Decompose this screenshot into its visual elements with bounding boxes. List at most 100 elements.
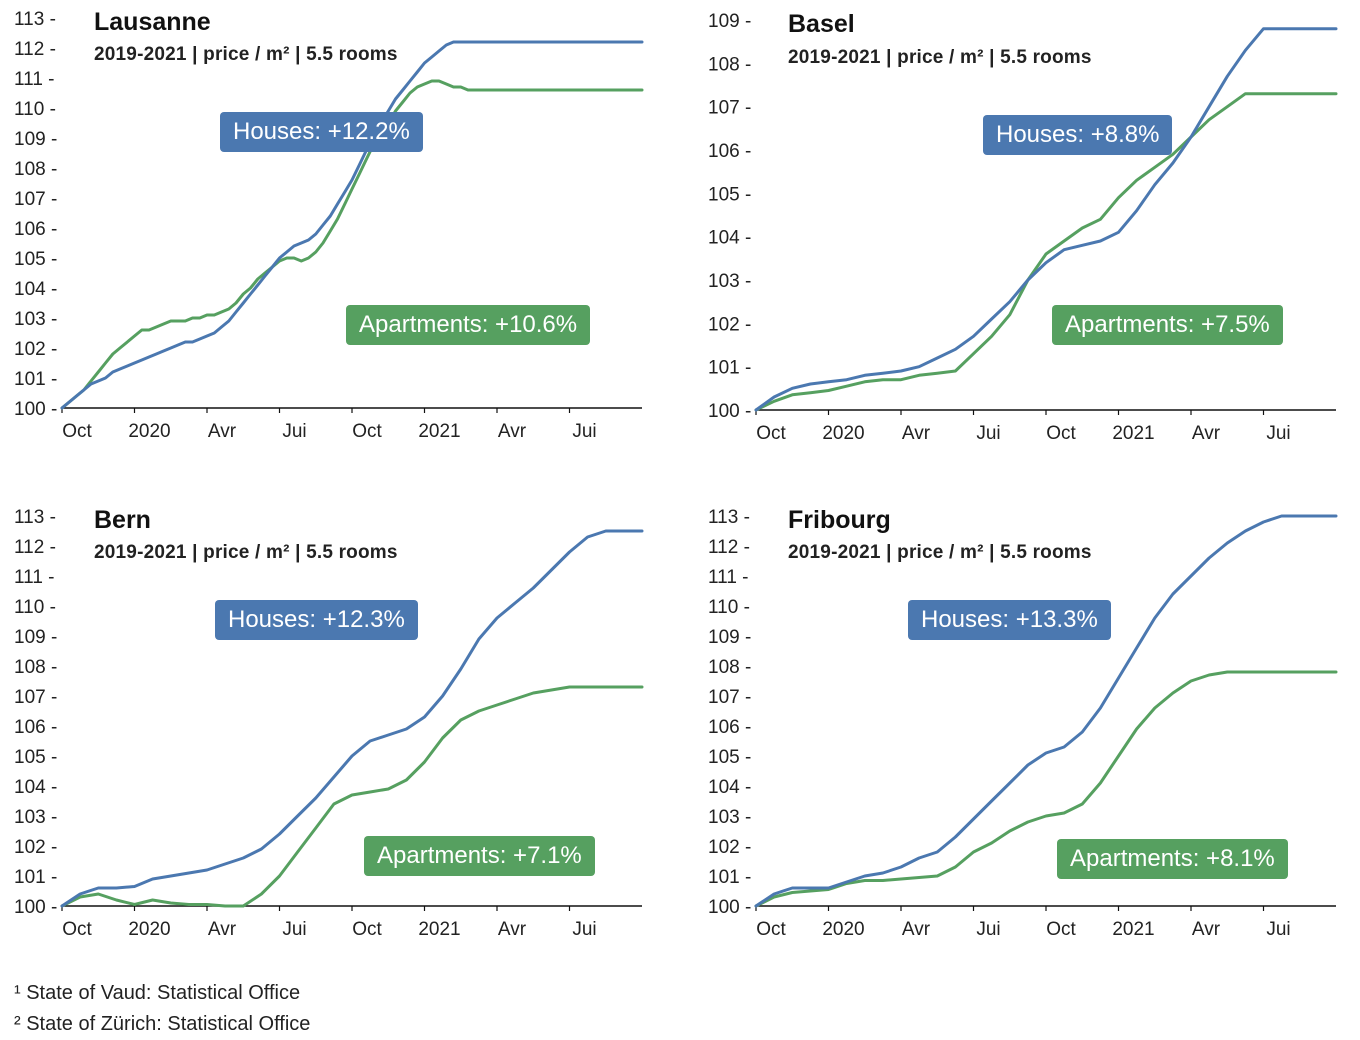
y-tick-label: 106 - xyxy=(14,219,57,240)
y-tick-label: 110 - xyxy=(708,597,750,618)
y-tick-label: 105 - xyxy=(14,747,57,768)
y-tick-label: 113 - xyxy=(14,9,56,30)
x-tick-label: Avr xyxy=(1192,423,1221,444)
y-tick-label: 103 - xyxy=(14,807,57,828)
x-tick-label: Oct xyxy=(756,919,786,940)
apartments-series-line xyxy=(60,79,644,410)
y-tick-label: 106 - xyxy=(14,717,57,738)
y-tick-label: 101 - xyxy=(708,358,751,379)
x-tick-label: Oct xyxy=(352,421,382,442)
footnote-2: ² State of Zürich: Statistical Office xyxy=(14,1013,311,1035)
y-tick-label: 105 - xyxy=(14,249,57,270)
y-tick-label: 101 - xyxy=(14,867,57,888)
y-tick-label: 112 - xyxy=(14,39,56,60)
x-tick-label: Jui xyxy=(1266,423,1290,444)
x-tick-label: Avr xyxy=(208,421,237,442)
apartments-badge: Apartments: +7.5% xyxy=(1052,305,1283,345)
y-tick-label: 111 - xyxy=(708,567,749,588)
y-tick-label: 109 - xyxy=(708,11,751,32)
y-tick-label: 105 - xyxy=(708,184,751,205)
y-tick-label: 106 - xyxy=(708,141,751,162)
chart-title: Bern xyxy=(94,506,151,534)
y-tick-label: 103 - xyxy=(14,309,57,330)
houses-series-line xyxy=(754,27,1338,412)
chart-panel-fribourg: 100 - 101 - 102 - 103 - 104 - 105 - 106 - 107 -… xyxy=(694,498,1360,988)
y-tick-label: 107 - xyxy=(14,687,57,708)
y-tick-label: 108 - xyxy=(14,657,57,678)
chart-title: Basel xyxy=(788,10,855,38)
apartments-series-line xyxy=(754,670,1338,908)
x-tick-label: Oct xyxy=(756,423,786,444)
houses-series-line xyxy=(754,514,1338,908)
y-tick-label: 103 - xyxy=(708,271,751,292)
apartments-series-line xyxy=(754,92,1338,412)
x-tick-label: Avr xyxy=(498,421,527,442)
chart-title: Lausanne xyxy=(94,8,211,36)
y-tick-label: 112 - xyxy=(708,537,750,558)
line-chart-lausanne: 100 - 101 - 102 - 103 - 104 - 105 - 106 - 107 -… xyxy=(14,9,644,442)
y-tick-label: 106 - xyxy=(708,717,751,738)
houses-badge: Houses: +8.8% xyxy=(983,115,1173,155)
x-tick-label: Jui xyxy=(572,919,596,940)
x-tick-label: Jui xyxy=(572,421,596,442)
y-tick-label: 105 - xyxy=(708,747,751,768)
y-tick-label: 100 - xyxy=(708,897,751,918)
x-tick-label: Avr xyxy=(902,919,931,940)
y-tick-label: 108 - xyxy=(14,159,57,180)
x-tick-label: Avr xyxy=(208,919,237,940)
x-tick-label: Avr xyxy=(498,919,527,940)
y-tick-label: 100 - xyxy=(14,399,57,420)
apartments-badge: Apartments: +8.1% xyxy=(1057,839,1288,879)
y-tick-label: 100 - xyxy=(14,897,57,918)
x-tick-label: Jui xyxy=(282,421,306,442)
x-tick-label: Jui xyxy=(282,919,306,940)
chart-panel-bern: 100 - 101 - 102 - 103 - 104 - 105 - 106 - 107 -… xyxy=(0,498,680,988)
houses-badge: Houses: +13.3% xyxy=(908,600,1111,640)
apartments-badge: Apartments: +7.1% xyxy=(364,836,595,876)
line-chart-fribourg: 100 - 101 - 102 - 103 - 104 - 105 - 106 - 107 -… xyxy=(708,507,1338,940)
chart-subtitle: 2019-2021 | price / m² | 5.5 rooms xyxy=(788,542,1092,563)
y-tick-label: 113 - xyxy=(14,507,56,528)
y-tick-label: 104 - xyxy=(708,228,751,249)
x-tick-label: Oct xyxy=(1046,423,1076,444)
houses-series-line xyxy=(60,529,644,908)
x-tick-label: Avr xyxy=(1192,919,1221,940)
x-tick-label: 2020 xyxy=(822,919,864,940)
x-tick-label: Oct xyxy=(352,919,382,940)
x-tick-label: Jui xyxy=(976,423,1000,444)
y-tick-label: 104 - xyxy=(708,777,751,798)
x-tick-label: Oct xyxy=(62,421,92,442)
x-tick-label: 2021 xyxy=(418,919,460,940)
y-tick-label: 111 - xyxy=(14,69,55,90)
houses-badge: Houses: +12.2% xyxy=(220,112,423,152)
y-tick-label: 104 - xyxy=(14,279,57,300)
y-tick-label: 109 - xyxy=(708,627,751,648)
y-tick-label: 101 - xyxy=(14,369,57,390)
x-tick-label: Jui xyxy=(1266,919,1290,940)
y-tick-label: 107 - xyxy=(708,687,751,708)
chart-title: Fribourg xyxy=(788,506,891,534)
line-chart-basel: 100 - 101 - 102 - 103 - 104 - 105 - 106 - 107 -… xyxy=(708,11,1338,444)
y-tick-label: 107 - xyxy=(14,189,57,210)
apartments-badge: Apartments: +10.6% xyxy=(346,305,591,345)
y-tick-label: 108 - xyxy=(708,54,751,75)
y-tick-label: 109 - xyxy=(14,627,57,648)
y-tick-label: 110 - xyxy=(14,597,56,618)
x-tick-label: 2021 xyxy=(1112,919,1154,940)
y-tick-label: 102 - xyxy=(708,837,751,858)
y-tick-label: 104 - xyxy=(14,777,57,798)
y-tick-label: 102 - xyxy=(14,837,57,858)
y-tick-label: 102 - xyxy=(708,314,751,335)
chart-panel-lausanne: 100 - 101 - 102 - 103 - 104 - 105 - 106 - 107 -… xyxy=(0,0,680,490)
x-tick-label: 2021 xyxy=(418,421,460,442)
y-tick-label: 111 - xyxy=(14,567,55,588)
y-tick-label: 100 - xyxy=(708,401,751,422)
x-tick-label: Jui xyxy=(976,919,1000,940)
x-tick-label: 2020 xyxy=(128,919,170,940)
x-tick-label: Oct xyxy=(1046,919,1076,940)
chart-subtitle: 2019-2021 | price / m² | 5.5 rooms xyxy=(94,542,398,563)
x-tick-label: 2020 xyxy=(128,421,170,442)
y-tick-label: 112 - xyxy=(14,537,56,558)
chart-subtitle: 2019-2021 | price / m² | 5.5 rooms xyxy=(94,44,398,65)
y-tick-label: 113 - xyxy=(708,507,750,528)
